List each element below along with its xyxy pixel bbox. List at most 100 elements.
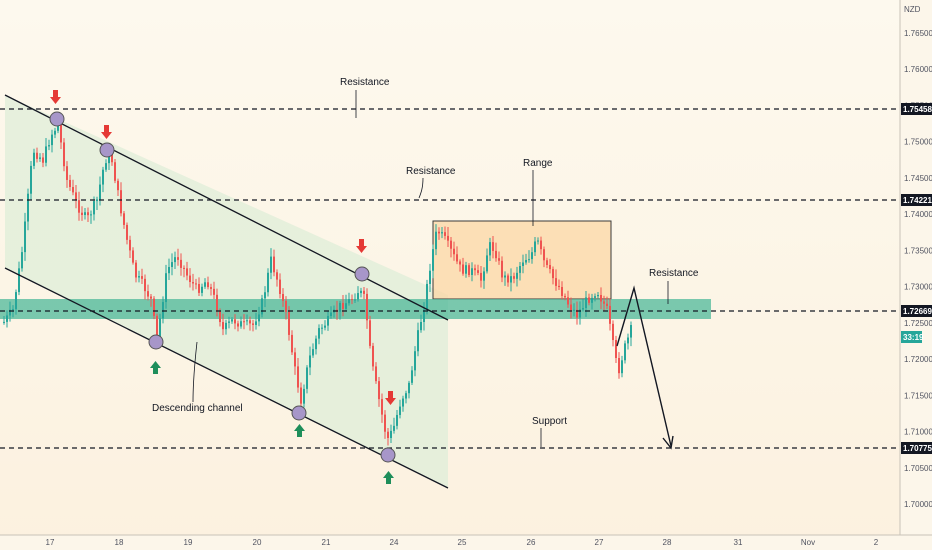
projection-arrowhead bbox=[662, 435, 674, 450]
candle-body bbox=[387, 431, 389, 438]
candle-body bbox=[549, 265, 551, 270]
candle-body bbox=[444, 232, 446, 236]
candle-body bbox=[264, 292, 266, 299]
candle-body bbox=[474, 268, 476, 271]
candle-body bbox=[234, 319, 236, 324]
svg-text:33:19: 33:19 bbox=[903, 333, 924, 342]
candle-body bbox=[528, 259, 530, 261]
candle-body bbox=[591, 297, 593, 303]
candle-body bbox=[225, 322, 227, 330]
candle-body bbox=[291, 334, 293, 353]
candle-body bbox=[132, 250, 134, 263]
candle-body bbox=[534, 241, 536, 253]
annotation-resistance-mid: Resistance bbox=[406, 166, 456, 177]
candle-body bbox=[99, 184, 101, 200]
price-axis[interactable] bbox=[900, 0, 932, 550]
candle-body bbox=[114, 162, 116, 181]
x-tick-label: 20 bbox=[253, 538, 262, 547]
candle-body bbox=[345, 303, 347, 309]
candle-body bbox=[90, 214, 92, 216]
candle-body bbox=[429, 270, 431, 284]
candle-body bbox=[339, 302, 341, 312]
candle-body bbox=[9, 309, 11, 316]
candle-body bbox=[555, 278, 557, 286]
candle-body bbox=[171, 262, 173, 267]
svg-text:1.72669: 1.72669 bbox=[903, 307, 932, 316]
candle-body bbox=[552, 269, 554, 279]
candle-body bbox=[126, 224, 128, 240]
candle-body bbox=[120, 190, 122, 214]
candle-body bbox=[153, 298, 155, 316]
candle-body bbox=[393, 425, 395, 431]
candle-body bbox=[15, 292, 17, 310]
candle-body bbox=[468, 265, 470, 275]
candle-body bbox=[525, 259, 527, 263]
candle-body bbox=[579, 309, 581, 318]
candle-body bbox=[384, 414, 386, 432]
candle-body bbox=[510, 276, 512, 283]
candle-body bbox=[54, 130, 56, 135]
candle-body bbox=[480, 272, 482, 281]
candle-body bbox=[51, 134, 53, 146]
candle-body bbox=[75, 192, 77, 201]
down-arrow-icon bbox=[385, 391, 396, 405]
candle-body bbox=[48, 145, 50, 147]
candle-body bbox=[342, 302, 344, 309]
y-tick-label: 1.76500 bbox=[904, 29, 932, 38]
candle-body bbox=[561, 287, 563, 296]
candle-body bbox=[531, 252, 533, 260]
candle-body bbox=[540, 240, 542, 250]
candle-body bbox=[438, 231, 440, 234]
candle-body bbox=[93, 201, 95, 215]
candle-body bbox=[255, 321, 257, 325]
candle-body bbox=[21, 252, 23, 269]
candle-body bbox=[351, 299, 353, 301]
y-tick-label: 1.72000 bbox=[904, 355, 932, 364]
x-tick-label: 26 bbox=[527, 538, 536, 547]
candle-body bbox=[66, 166, 68, 180]
candle-body bbox=[237, 323, 239, 327]
candle-body bbox=[321, 327, 323, 329]
candle-body bbox=[312, 349, 314, 356]
candle-body bbox=[489, 242, 491, 256]
candle-body bbox=[486, 255, 488, 272]
candle-body bbox=[42, 157, 44, 163]
candle-body bbox=[423, 309, 425, 323]
candle-body bbox=[420, 322, 422, 331]
candle-body bbox=[159, 318, 161, 339]
candle-body bbox=[600, 294, 602, 302]
candle-body bbox=[228, 321, 230, 323]
candle-body bbox=[300, 387, 302, 404]
candle-body bbox=[81, 212, 83, 215]
time-axis[interactable] bbox=[0, 535, 932, 550]
down-arrow-icon bbox=[101, 125, 112, 139]
candle-body bbox=[369, 320, 371, 346]
candle-body bbox=[585, 297, 587, 309]
candle-body bbox=[471, 268, 473, 275]
currency-label: NZD bbox=[904, 5, 921, 14]
x-tick-label: Nov bbox=[801, 538, 815, 547]
candle-body bbox=[594, 296, 596, 298]
candle-body bbox=[624, 343, 626, 361]
candle-body bbox=[216, 294, 218, 312]
x-tick-label: 31 bbox=[734, 538, 743, 547]
level-tag: 1.74221 bbox=[901, 194, 932, 206]
candle-body bbox=[483, 271, 485, 281]
candle-body bbox=[516, 272, 518, 279]
candle-body bbox=[222, 322, 224, 330]
candle-body bbox=[96, 199, 98, 202]
touch-point bbox=[380, 447, 396, 463]
candle-body bbox=[462, 264, 464, 274]
y-axis-ticks: 1.765001.760001.755001.750001.745001.740… bbox=[904, 29, 932, 509]
candle-body bbox=[135, 262, 137, 278]
candle-body bbox=[564, 295, 566, 298]
annotation-resistance-top: Resistance bbox=[340, 77, 390, 88]
svg-text:1.70775: 1.70775 bbox=[903, 444, 932, 453]
y-tick-label: 1.75000 bbox=[904, 138, 932, 147]
candle-body bbox=[507, 275, 509, 283]
candle-body bbox=[213, 288, 215, 295]
touch-point bbox=[49, 111, 65, 127]
candle-body bbox=[276, 272, 278, 280]
